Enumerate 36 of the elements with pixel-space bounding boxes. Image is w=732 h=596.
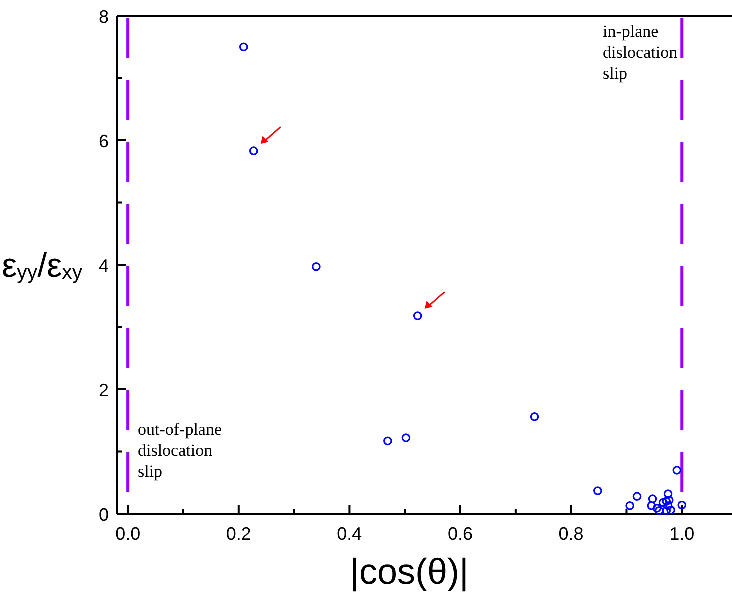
point — [413, 312, 422, 320]
point — [530, 412, 540, 422]
point — [658, 498, 668, 508]
point — [655, 506, 664, 516]
point — [662, 497, 672, 506]
point — [648, 494, 658, 504]
x-tick-label: 0.0 — [116, 524, 141, 544]
x-tick-label: 0.2 — [226, 524, 252, 544]
point — [384, 436, 392, 446]
y-tick-label: 6 — [98, 132, 109, 152]
y-tick-label: 8 — [98, 7, 109, 27]
point — [672, 466, 682, 475]
point — [666, 506, 676, 515]
y-tick-label: 4 — [98, 256, 109, 276]
point — [594, 486, 602, 496]
point — [312, 262, 321, 272]
point — [647, 502, 656, 510]
x-tick-label: 0.6 — [448, 524, 474, 544]
point — [626, 502, 634, 510]
x-tick-label: 1.0 — [670, 524, 695, 544]
point — [249, 146, 258, 156]
point — [632, 492, 642, 501]
y-tick-label: 2 — [98, 380, 109, 400]
y-axis-title: ε$_{yy}$/ε$_{xy}$ — [2, 247, 84, 285]
x-axis-title: |cos(θ)| — [350, 551, 469, 592]
annotation: in-plane dislocation slip — [603, 22, 678, 83]
point — [239, 42, 248, 52]
annotation: out-of-plane dislocation slip — [138, 420, 222, 481]
point — [662, 506, 672, 516]
point — [678, 500, 687, 510]
y-tick-label: 0 — [98, 505, 109, 525]
point — [664, 490, 673, 498]
point — [652, 504, 662, 513]
point — [402, 434, 411, 442]
x-tick-label: 0.8 — [558, 524, 584, 544]
x-tick-label: 0.4 — [337, 524, 362, 544]
